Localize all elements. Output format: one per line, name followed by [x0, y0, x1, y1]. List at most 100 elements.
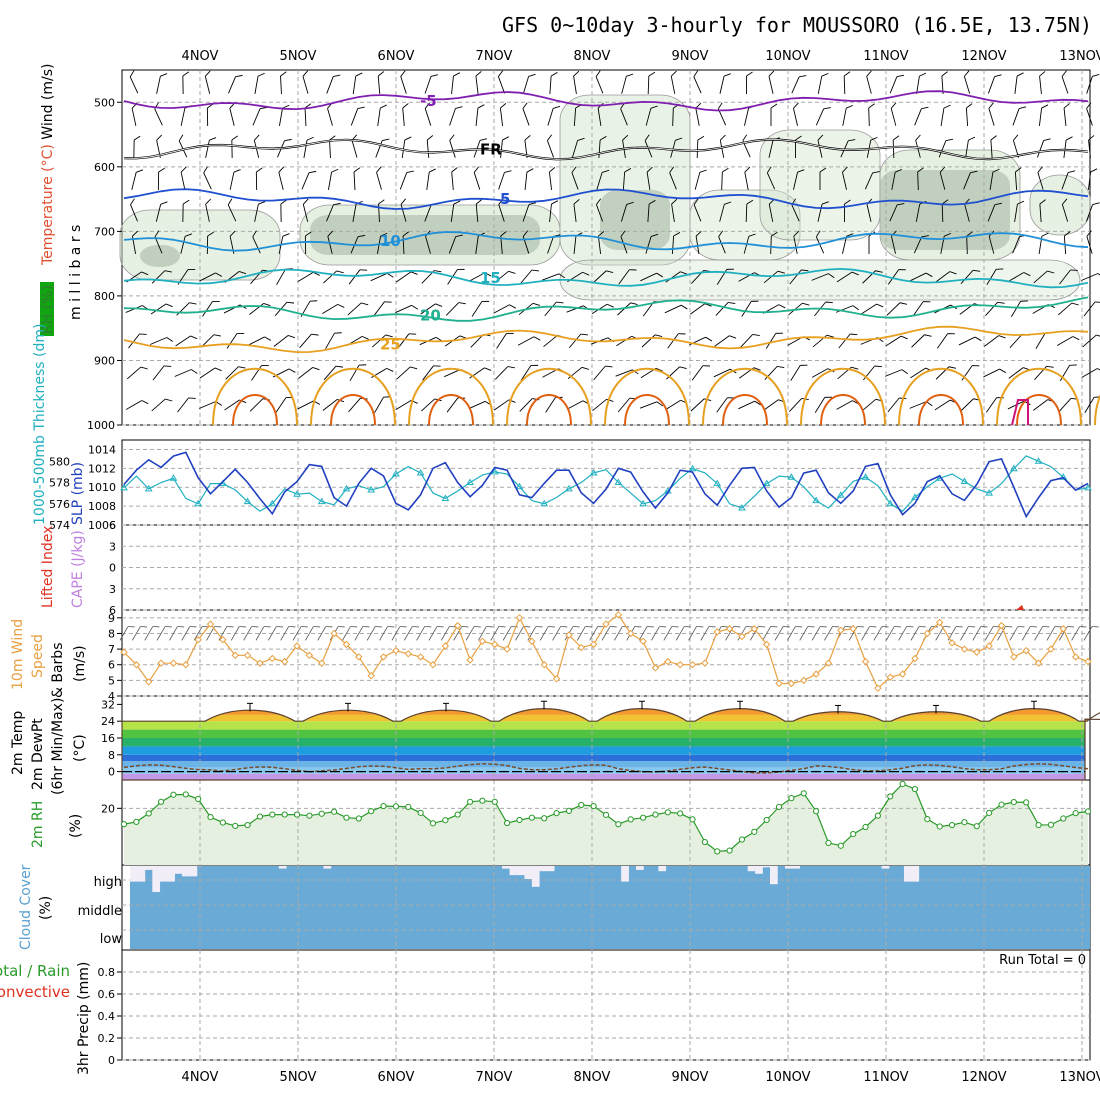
wind10m-speed-point: [392, 646, 400, 655]
thickness-point: [1059, 473, 1068, 480]
wind-barb: [424, 74, 439, 94]
wind-barb: [622, 168, 632, 191]
wind10m-speed-point: [466, 656, 474, 664]
wind10m-speed-point: [973, 648, 981, 656]
wind10m-speed-point: [812, 670, 820, 678]
rh2m-point: [1023, 799, 1030, 806]
cloud-cover-fill: [130, 866, 1090, 949]
slp-tick-label: 1010: [88, 481, 116, 494]
wind-barb: [1084, 396, 1100, 413]
wind10m-unit: (m/s): [72, 645, 88, 682]
wind10m-barb: [428, 626, 444, 641]
wind-barb: [891, 168, 903, 190]
wind-barb: [597, 231, 605, 254]
rh2m-point: [899, 780, 906, 788]
wind10m-speed-point: [404, 650, 412, 658]
thickness-tick-label: 580: [49, 455, 70, 468]
precip-tick-label: 0.4: [98, 1010, 116, 1023]
rh2m-point: [553, 810, 560, 817]
wind-barb: [297, 271, 320, 283]
ytick-label-temp: 24: [101, 715, 115, 728]
cloud-low-label: low: [100, 932, 123, 947]
ytick-label-temp: 16: [101, 732, 115, 745]
wind-barb: [958, 336, 982, 346]
wind10m-speed-point: [256, 659, 264, 667]
rh2m-point: [961, 819, 968, 826]
wind-barb: [304, 231, 312, 255]
thickness-point: [268, 499, 277, 507]
wind10m-speed-point: [1059, 625, 1067, 633]
ytick-label-temp: 32: [101, 698, 115, 711]
wind10m-speed-point: [602, 620, 610, 628]
cloud-high-gap: [911, 866, 920, 882]
wind10m-barb: [255, 626, 271, 641]
precip-tick-label: 0: [108, 1054, 115, 1067]
rh2m-point: [701, 838, 708, 846]
wind10m-ylabel-a: 10m Wind: [10, 619, 26, 690]
wind-barb: [1061, 170, 1076, 190]
wind-barb: [370, 272, 394, 282]
wind-barb: [693, 70, 702, 94]
wind10m-speed-point: [688, 661, 697, 669]
slp-ylabel: SLP (mb): [70, 462, 86, 525]
rh2m-point: [392, 803, 399, 810]
wind-barb: [154, 230, 163, 254]
cloud-high-gap: [770, 866, 778, 885]
surface-heating-loop: [898, 367, 984, 426]
wind10m-ylabel-c: & Barbs: [50, 643, 66, 699]
cloud-high-gap: [174, 866, 183, 874]
wind-barb: [397, 333, 417, 349]
wind10m-barb: [589, 626, 605, 641]
wind-barb: [670, 70, 677, 94]
isotherm-label: 10: [380, 232, 401, 250]
wind-barb: [819, 167, 827, 190]
slp-tick-label: 1014: [88, 443, 116, 456]
wind-barb: [793, 169, 805, 190]
cloud-high-gap: [755, 866, 763, 874]
wind-barb: [746, 71, 753, 94]
rh2m-point: [874, 812, 881, 819]
wind-barb: [451, 72, 461, 94]
wind-barb: [546, 134, 555, 158]
wind-barb: [400, 70, 407, 94]
wind-barb: [1056, 336, 1080, 346]
wind10m-speed-point: [985, 642, 993, 650]
date-label-top: 4NOV: [182, 49, 219, 64]
precip-ylabel: 3hr Precip (mm): [76, 962, 92, 1075]
wind-barb: [499, 103, 507, 126]
wind-barb: [861, 303, 884, 315]
isotherm-25: [123, 325, 1089, 354]
wind-barb: [714, 335, 737, 347]
wind-barb: [593, 365, 613, 381]
wind-barb: [475, 71, 482, 94]
wind-barb: [249, 303, 271, 315]
cloud-high-gap: [167, 866, 175, 882]
rh2m-point: [800, 790, 807, 797]
wind-barb: [327, 168, 339, 190]
rh2m-point: [627, 816, 634, 823]
wind-barb: [494, 366, 515, 380]
temp2m-ylabel-b: 2m DewPt: [30, 718, 46, 790]
wind-barb: [741, 300, 759, 317]
wind10m-speed-point: [157, 659, 165, 667]
isotherm-label: -5: [420, 92, 437, 110]
wind10m-barb: [638, 626, 654, 641]
rh2m-point: [751, 828, 758, 835]
precip-legend-convective: Convective: [0, 983, 70, 1001]
wind-barb: [522, 102, 530, 126]
wind10m-barb: [502, 626, 518, 641]
wind-barb: [278, 104, 290, 126]
wind10m-speed-point: [589, 640, 598, 649]
wind10m-speed-point: [132, 661, 141, 669]
li-tick-label: 6: [109, 604, 116, 617]
wind-barb: [620, 230, 628, 254]
rh2m-point: [269, 811, 276, 818]
rh2m-point: [281, 811, 288, 818]
wind-barb: [941, 199, 949, 223]
wind10m-speed-point: [194, 636, 202, 644]
thickness-ylabel: 1000-500mb Thickness (dm): [32, 324, 48, 525]
wind10m-speed-point: [565, 631, 573, 639]
thickness-point: [169, 474, 178, 481]
ytick-label-wind: 5: [108, 674, 115, 687]
rh2m-point: [256, 813, 264, 820]
